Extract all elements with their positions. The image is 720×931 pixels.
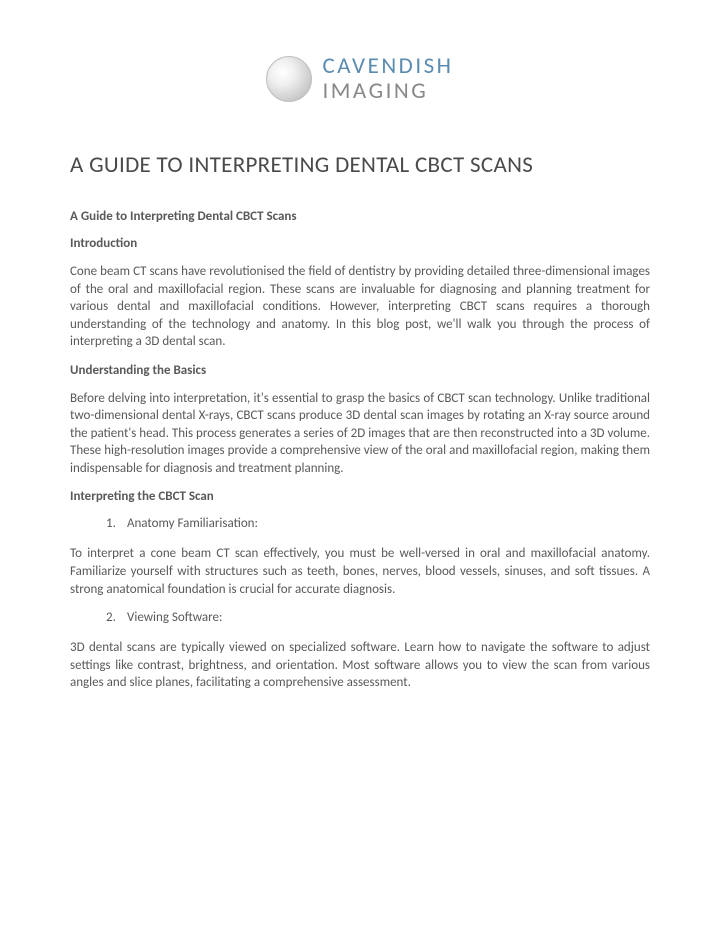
- list-num-1: 1.: [106, 516, 124, 531]
- list-label-2: Viewing Software:: [127, 610, 222, 625]
- list-item-1: 1. Anatomy Familiarisation:: [106, 516, 650, 531]
- logo: CAVENDISH IMAGING: [266, 55, 453, 103]
- subheading: A Guide to Interpreting Dental CBCT Scan…: [70, 209, 650, 224]
- list-item-2: 2. Viewing Software:: [106, 610, 650, 625]
- logo-sphere-icon: [266, 56, 312, 102]
- interp-heading: Interpreting the CBCT Scan: [70, 489, 650, 504]
- page-title: A GUIDE TO INTERPRETING DENTAL CBCT SCAN…: [70, 151, 650, 179]
- list-label-1: Anatomy Familiarisation:: [127, 516, 258, 531]
- intro-heading: Introduction: [70, 236, 650, 251]
- logo-line2: IMAGING: [322, 80, 453, 103]
- list-body-2: 3D dental scans are typically viewed on …: [70, 639, 650, 692]
- logo-container: CAVENDISH IMAGING: [70, 55, 650, 103]
- list-num-2: 2.: [106, 610, 124, 625]
- basics-heading: Understanding the Basics: [70, 363, 650, 378]
- intro-body: Cone beam CT scans have revolutionised t…: [70, 263, 650, 351]
- logo-text: CAVENDISH IMAGING: [322, 55, 453, 103]
- logo-line1: CAVENDISH: [322, 55, 453, 78]
- list-body-1: To interpret a cone beam CT scan effecti…: [70, 545, 650, 598]
- basics-body: Before delving into interpretation, it's…: [70, 390, 650, 478]
